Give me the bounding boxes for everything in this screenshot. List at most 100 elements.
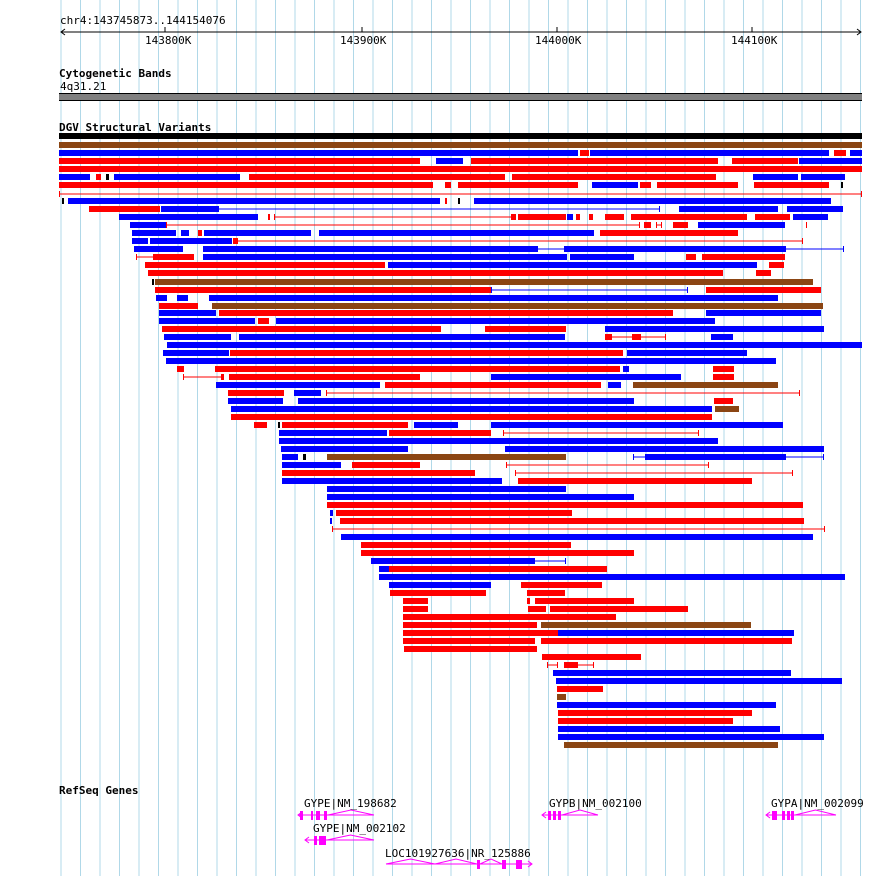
structural-variant[interactable] bbox=[714, 398, 733, 404]
exon[interactable] bbox=[548, 811, 551, 820]
structural-variant[interactable] bbox=[385, 382, 598, 388]
exon[interactable] bbox=[314, 836, 317, 845]
gene-label[interactable]: LOC101927636|NR_125886 bbox=[385, 847, 531, 860]
structural-variant[interactable] bbox=[565, 246, 785, 252]
intron[interactable] bbox=[326, 834, 375, 841]
structural-variant[interactable] bbox=[389, 430, 491, 436]
structural-variant[interactable] bbox=[679, 206, 778, 212]
structural-variant[interactable] bbox=[445, 182, 451, 188]
structural-variant[interactable] bbox=[627, 350, 747, 356]
structural-variant[interactable] bbox=[203, 254, 567, 260]
structural-variant[interactable] bbox=[753, 174, 798, 180]
structural-variant[interactable] bbox=[164, 334, 231, 340]
structural-variant[interactable] bbox=[330, 510, 333, 516]
structural-variant[interactable] bbox=[557, 702, 776, 708]
structural-variant[interactable] bbox=[159, 318, 255, 324]
exon[interactable] bbox=[553, 811, 556, 820]
structural-variant[interactable] bbox=[148, 270, 723, 276]
structural-variant[interactable] bbox=[485, 326, 566, 332]
structural-variant[interactable] bbox=[239, 334, 565, 340]
structural-variant[interactable] bbox=[632, 334, 641, 340]
structural-variant[interactable] bbox=[340, 518, 804, 524]
structural-variant[interactable] bbox=[605, 214, 624, 220]
structural-variant[interactable] bbox=[379, 574, 845, 580]
intron[interactable] bbox=[561, 809, 599, 816]
structural-variant[interactable] bbox=[106, 174, 109, 180]
structural-variant[interactable] bbox=[512, 214, 516, 220]
structural-variant[interactable] bbox=[59, 142, 862, 148]
structural-variant[interactable] bbox=[505, 446, 824, 452]
structural-variant[interactable] bbox=[371, 558, 534, 564]
structural-variant[interactable] bbox=[327, 494, 634, 500]
structural-variant[interactable] bbox=[755, 214, 790, 220]
structural-variant[interactable] bbox=[841, 182, 843, 188]
structural-variant[interactable] bbox=[167, 342, 862, 348]
structural-variant[interactable] bbox=[341, 534, 813, 540]
structural-variant[interactable] bbox=[732, 158, 798, 164]
structural-variant[interactable] bbox=[159, 310, 216, 316]
structural-variant[interactable] bbox=[327, 502, 803, 508]
structural-variant[interactable] bbox=[521, 582, 602, 588]
exon[interactable] bbox=[311, 811, 313, 820]
structural-variant[interactable] bbox=[518, 214, 566, 220]
structural-variant[interactable] bbox=[281, 446, 408, 452]
structural-variant[interactable] bbox=[212, 303, 823, 309]
structural-variant[interactable] bbox=[155, 279, 813, 285]
structural-variant[interactable] bbox=[458, 198, 460, 204]
structural-variant[interactable] bbox=[754, 182, 829, 188]
intron[interactable] bbox=[479, 858, 503, 865]
structural-variant[interactable] bbox=[698, 222, 785, 228]
exon[interactable] bbox=[502, 860, 506, 869]
structural-variant[interactable] bbox=[403, 638, 535, 644]
structural-variant[interactable] bbox=[119, 214, 258, 220]
structural-variant[interactable] bbox=[278, 422, 280, 428]
structural-variant[interactable] bbox=[657, 182, 738, 188]
structural-variant[interactable] bbox=[806, 222, 807, 228]
strand-arrow-icon[interactable] bbox=[527, 860, 533, 868]
structural-variant[interactable] bbox=[282, 470, 475, 476]
structural-variant[interactable] bbox=[155, 287, 491, 293]
structural-variant[interactable] bbox=[518, 478, 752, 484]
exon[interactable] bbox=[324, 811, 327, 820]
intron[interactable] bbox=[385, 858, 436, 865]
structural-variant[interactable] bbox=[458, 182, 578, 188]
exon[interactable] bbox=[316, 811, 320, 820]
structural-variant[interactable] bbox=[145, 262, 385, 268]
structural-variant[interactable] bbox=[580, 150, 589, 156]
structural-variant[interactable] bbox=[59, 133, 862, 139]
exon[interactable] bbox=[319, 836, 326, 845]
structural-variant[interactable] bbox=[769, 262, 784, 268]
structural-variant[interactable] bbox=[159, 303, 198, 309]
structural-variant[interactable] bbox=[558, 718, 733, 724]
structural-variant[interactable] bbox=[327, 486, 566, 492]
structural-variant[interactable] bbox=[623, 366, 629, 372]
structural-variant[interactable] bbox=[132, 238, 148, 244]
gene-label[interactable]: GYPA|NM_002099 bbox=[771, 797, 864, 810]
structural-variant[interactable] bbox=[414, 422, 458, 428]
exon[interactable] bbox=[772, 811, 777, 820]
structural-variant[interactable] bbox=[527, 598, 530, 604]
structural-variant[interactable] bbox=[215, 366, 620, 372]
structural-variant[interactable] bbox=[491, 422, 503, 428]
gene-label[interactable]: GYPE|NM_198682 bbox=[304, 797, 397, 810]
intron[interactable] bbox=[327, 809, 375, 816]
structural-variant[interactable] bbox=[249, 174, 505, 180]
gene-label[interactable]: GYPE|NM_002102 bbox=[313, 822, 406, 835]
strand-arrow-icon[interactable] bbox=[304, 836, 310, 844]
structural-variant[interactable] bbox=[558, 710, 750, 716]
structural-variant[interactable] bbox=[756, 270, 771, 276]
structural-variant[interactable] bbox=[279, 430, 387, 436]
structural-variant[interactable] bbox=[216, 382, 380, 388]
structural-variant[interactable] bbox=[59, 150, 578, 156]
structural-variant[interactable] bbox=[527, 590, 565, 596]
structural-variant[interactable] bbox=[834, 150, 846, 156]
structural-variant[interactable] bbox=[403, 598, 428, 604]
structural-variant[interactable] bbox=[282, 422, 408, 428]
structural-variant[interactable] bbox=[177, 366, 184, 372]
structural-variant[interactable] bbox=[403, 606, 428, 612]
structural-variant[interactable] bbox=[600, 230, 738, 236]
structural-variant[interactable] bbox=[640, 182, 651, 188]
structural-variant[interactable] bbox=[177, 295, 188, 301]
structural-variant[interactable] bbox=[390, 590, 486, 596]
